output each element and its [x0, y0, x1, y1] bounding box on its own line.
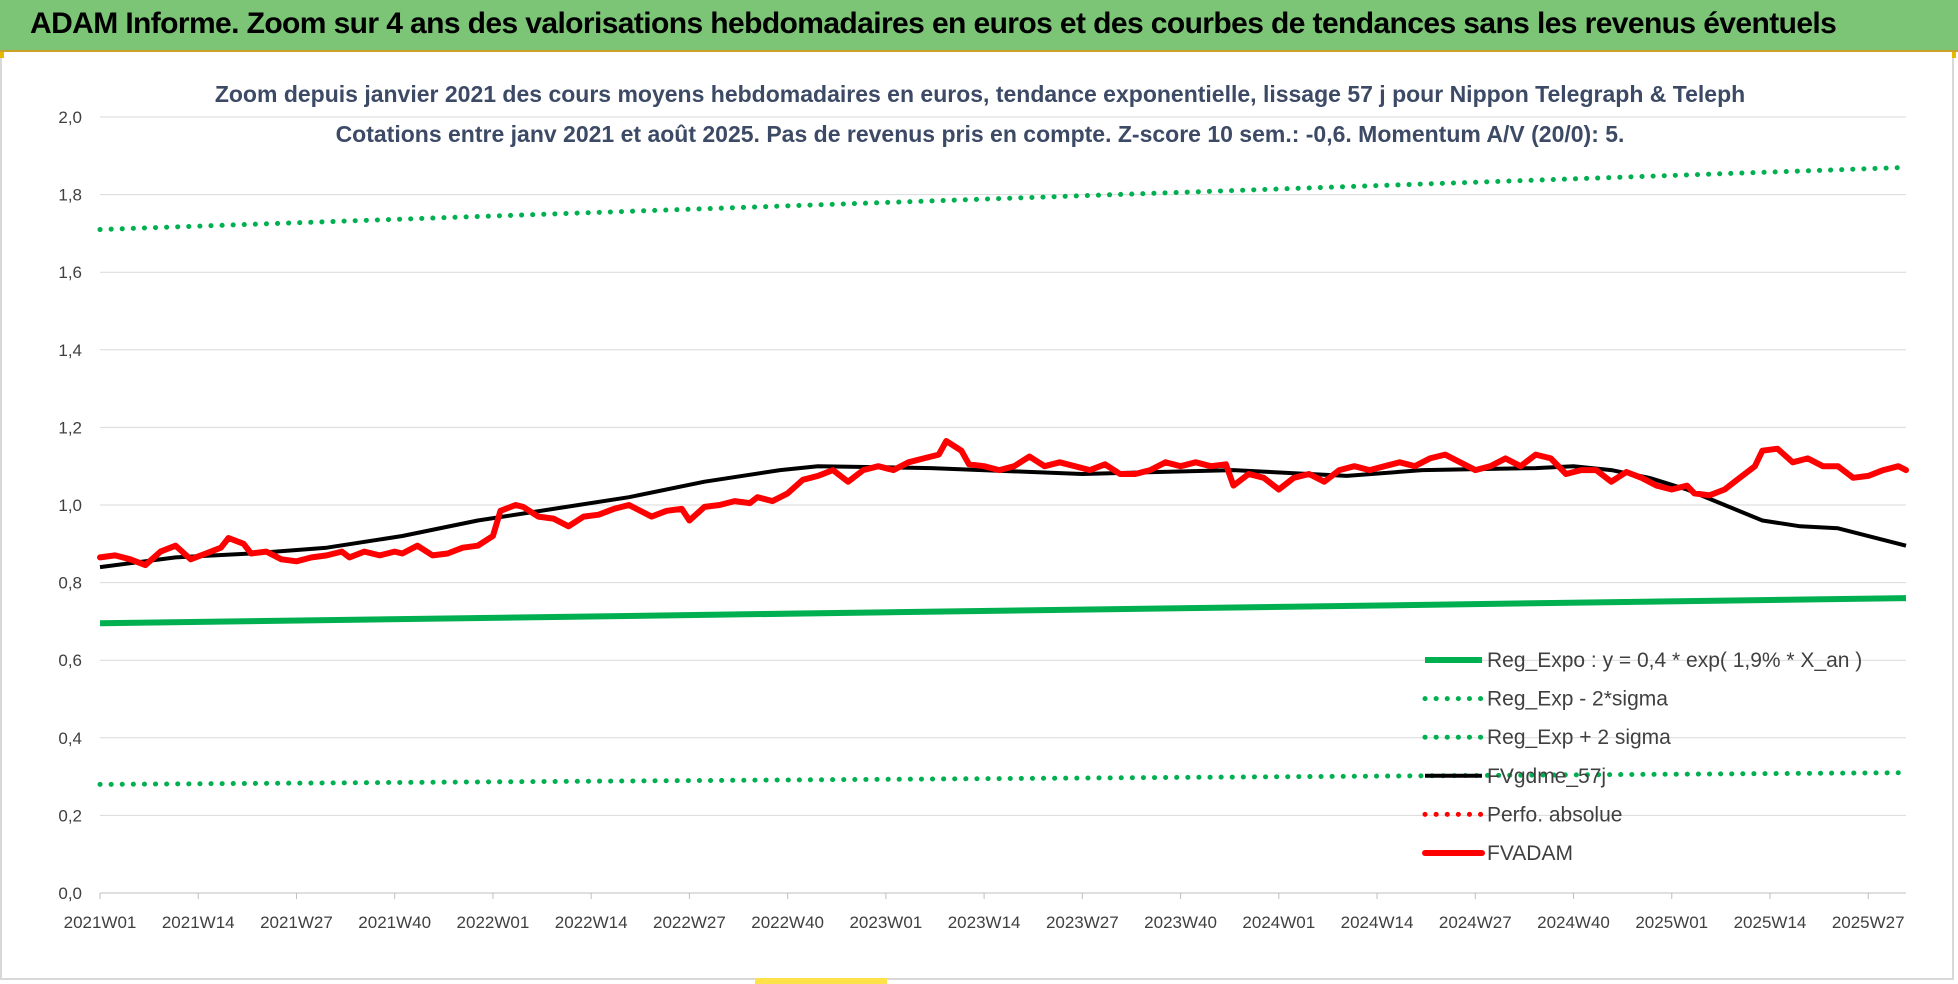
- y-tick-label: 2,0: [58, 108, 82, 127]
- x-tick-label: 2021W14: [162, 913, 235, 932]
- legend-label: FVADAM: [1487, 842, 1573, 865]
- report-title: ADAM Informe. Zoom sur 4 ans des valoris…: [30, 7, 1837, 40]
- x-tick-label: 2024W01: [1242, 913, 1315, 932]
- y-axis-ticks: 0,0 0,2 0,4 0,6 0,8 1,0 1,2 1,4 1,6 1,8 2,0: [58, 108, 82, 903]
- y-tick-label: 0,4: [58, 729, 82, 748]
- x-tick-label: 2025W01: [1635, 913, 1708, 932]
- x-tick-label: 2022W14: [555, 913, 628, 932]
- frame-corner-right: [1952, 52, 1956, 58]
- y-tick-label: 0,2: [58, 806, 82, 825]
- series-line: [99, 464, 1907, 570]
- header-banner: ADAM Informe. Zoom sur 4 ans des valoris…: [0, 0, 1958, 52]
- y-tick-label: 1,2: [58, 418, 82, 437]
- x-tick-label: 2023W40: [1144, 913, 1217, 932]
- x-tick-label: 2021W40: [358, 913, 431, 932]
- scroll-indicator: [755, 978, 887, 984]
- x-tick-label: 2021W01: [64, 913, 137, 932]
- x-tick-label: 2022W27: [653, 913, 726, 932]
- series-line: [97, 164, 1909, 232]
- x-tick-label: 2024W27: [1439, 913, 1512, 932]
- legend: Reg_Expo : y = 0,4 * exp( 1,9% * X_an ) R…: [1422, 649, 1862, 865]
- y-tick-label: 0,0: [58, 884, 82, 903]
- x-tick-label: 2023W01: [849, 913, 922, 932]
- chart-subtitle: Cotations entre janv 2021 et août 2025. …: [336, 121, 1625, 147]
- series-line: [99, 595, 1907, 627]
- series-lines: [97, 164, 1909, 787]
- chart-title: Zoom depuis janvier 2021 des cours moyen…: [215, 81, 1745, 107]
- x-tick-label: 2022W01: [457, 913, 530, 932]
- x-tick-label: 2024W14: [1341, 913, 1414, 932]
- series-line: [97, 770, 1909, 787]
- x-tick-label: 2025W27: [1832, 913, 1905, 932]
- y-tick-label: 1,4: [58, 341, 82, 360]
- x-tick-label: 2023W14: [948, 913, 1021, 932]
- x-tick-label: 2022W40: [751, 913, 824, 932]
- y-tick-label: 1,8: [58, 186, 82, 205]
- y-tick-label: 1,0: [58, 496, 82, 515]
- x-tick-label: 2021W27: [260, 913, 333, 932]
- x-tick-label: 2023W27: [1046, 913, 1119, 932]
- legend-label: Perfo. absolue: [1487, 803, 1622, 826]
- legend-label: Reg_Exp + 2 sigma: [1487, 726, 1671, 749]
- frame-corner-left: [0, 52, 4, 58]
- x-tick-label: 2024W40: [1537, 913, 1610, 932]
- gridlines: [100, 116, 1906, 894]
- legend-label: Reg_Exp - 2*sigma: [1487, 688, 1668, 711]
- legend-label: FVgdme_57j: [1487, 765, 1606, 788]
- y-tick-label: 0,8: [58, 574, 82, 593]
- series-line: [97, 438, 1909, 569]
- x-axis-ticks: 2021W01 2021W14 2021W27 2021W40 2022W01 2022W…: [64, 892, 1906, 932]
- chart-frame: [0, 52, 1954, 980]
- y-tick-label: 1,6: [58, 263, 82, 282]
- y-tick-label: 0,6: [58, 651, 82, 670]
- x-tick-label: 2025W14: [1734, 913, 1807, 932]
- legend-label: Reg_Expo : y = 0,4 * exp( 1,9% * X_an ): [1487, 649, 1862, 672]
